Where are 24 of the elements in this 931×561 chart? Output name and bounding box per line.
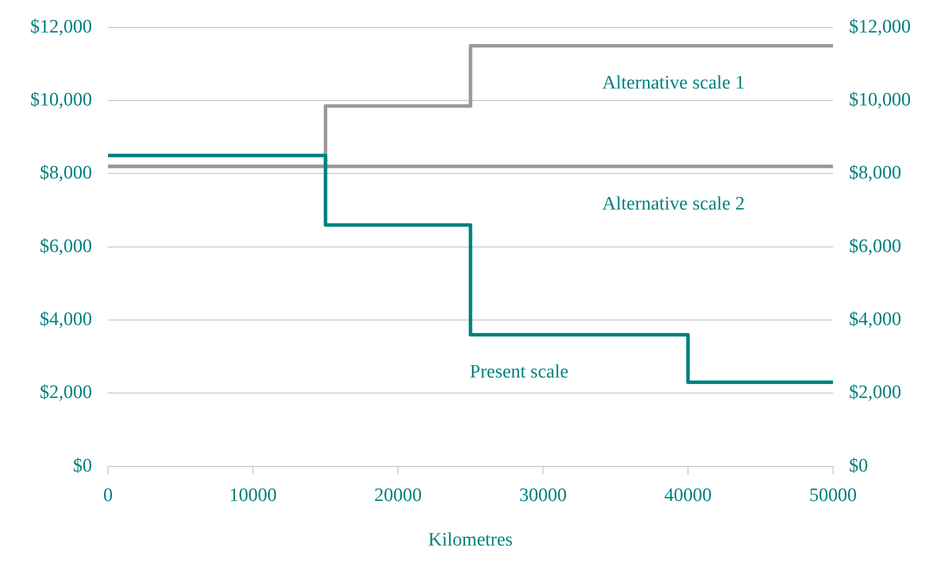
y-tick-label: $10,000	[30, 90, 92, 111]
y-tick-label: $2,000	[40, 382, 92, 404]
y2-tick-label: $12,000	[849, 16, 911, 38]
y2-tick-label: $4,000	[849, 309, 902, 330]
x-tick-label: 40000	[664, 484, 712, 506]
x-tick-label: 30000	[519, 484, 567, 506]
series-label: Present scale	[470, 362, 568, 383]
y-tick-label: $8,000	[40, 162, 92, 184]
x-tick-label: 10000	[229, 484, 277, 506]
x-tick-label: 20000	[374, 484, 422, 506]
series-label: Alternative scale 1	[602, 72, 745, 94]
y2-tick-label: $10,000	[849, 90, 911, 111]
y2-tick-label: $6,000	[849, 236, 902, 257]
y2-tick-label: $0	[849, 455, 868, 476]
y-tick-label: $12,000	[30, 16, 92, 38]
y2-tick-label: $2,000	[849, 382, 902, 404]
y-tick-label: $0	[73, 455, 92, 476]
y-tick-label: $6,000	[40, 236, 92, 257]
y-tick-label: $4,000	[40, 309, 92, 330]
y2-tick-label: $8,000	[849, 162, 902, 184]
x-tick-label: 0	[103, 484, 113, 506]
x-axis-title: Kilometres	[428, 530, 513, 551]
series-label: Alternative scale 2	[602, 193, 745, 214]
x-tick-label: 50000	[809, 484, 857, 506]
